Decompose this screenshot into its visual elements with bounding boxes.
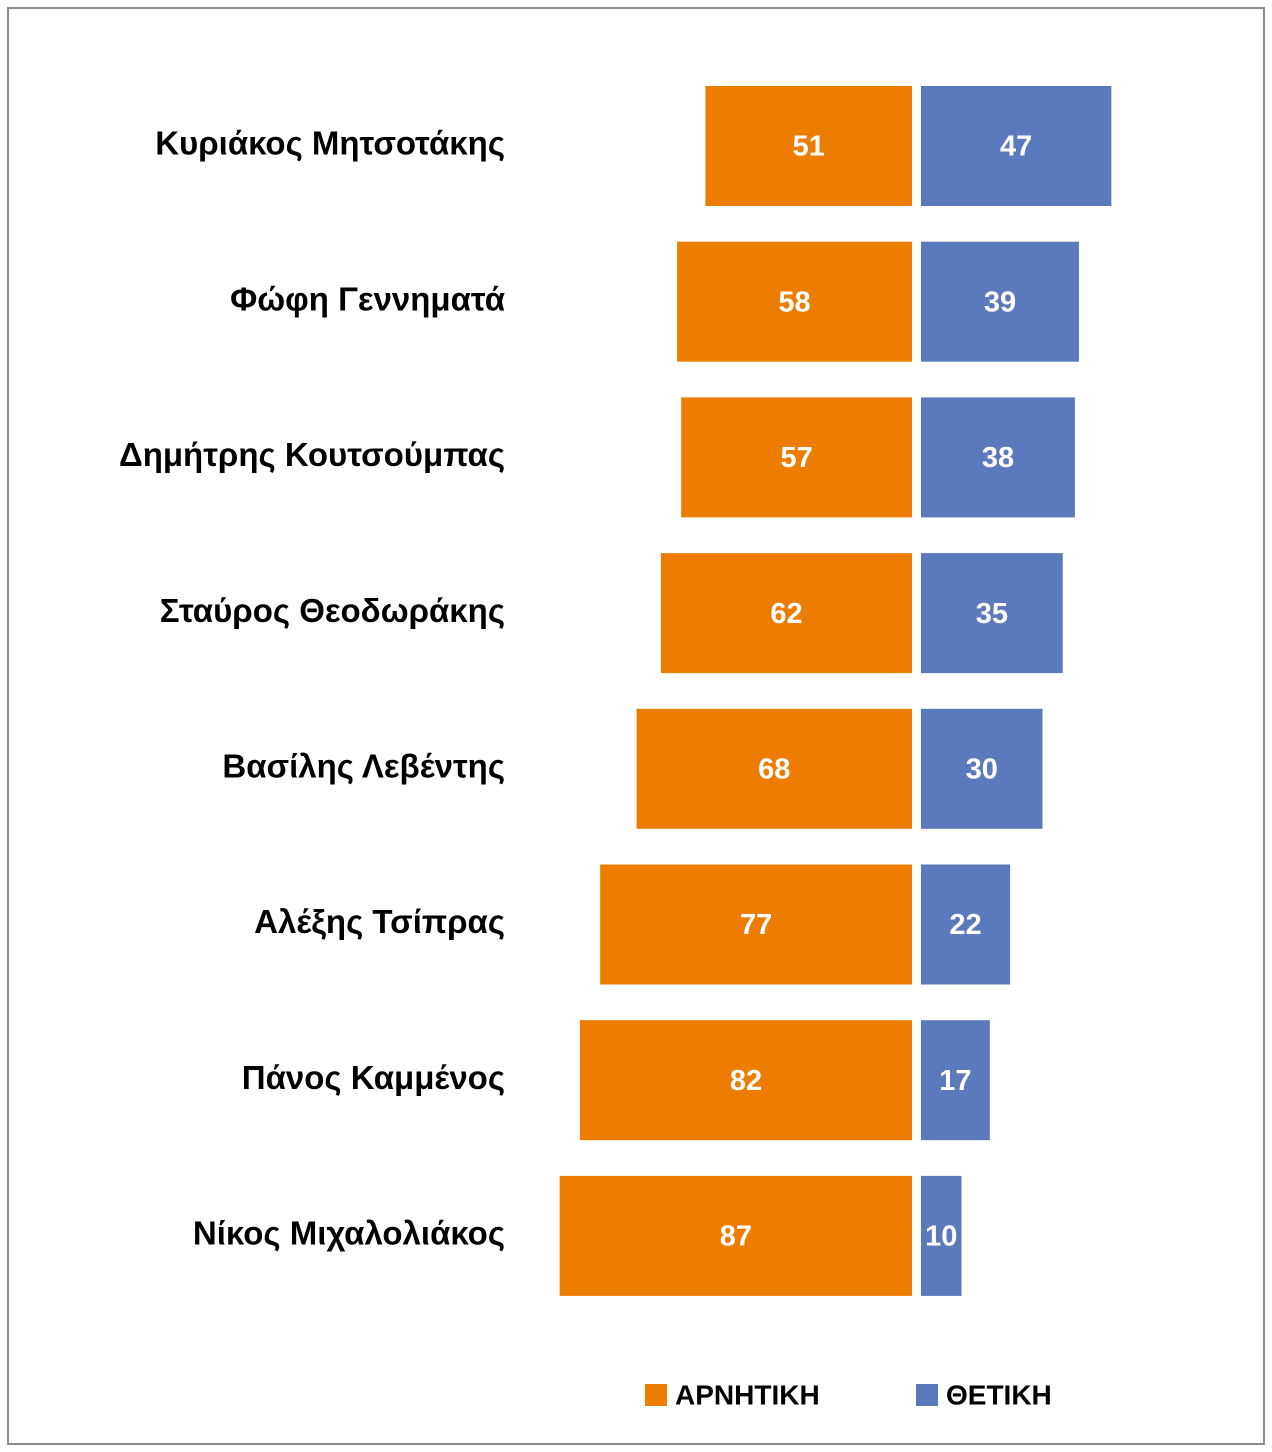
data-label: 62 xyxy=(770,598,802,630)
bar xyxy=(636,708,912,829)
legend-swatch xyxy=(916,1384,938,1406)
data-label: 10 xyxy=(925,1221,957,1253)
bar xyxy=(921,708,1043,829)
category-label: Πάνος Καμμένος xyxy=(242,1059,505,1096)
bar xyxy=(921,1020,990,1141)
category-label: Κυριάκος Μητσοτάκης xyxy=(155,125,505,162)
data-label: 47 xyxy=(1000,131,1032,163)
data-label: 82 xyxy=(730,1065,762,1097)
bar xyxy=(921,1175,962,1296)
data-label: 22 xyxy=(949,909,981,941)
category-label: Βασίλης Λεβέντης xyxy=(222,748,505,785)
bar xyxy=(681,397,912,518)
data-label: 38 xyxy=(982,442,1014,474)
category-label: Αλέξης Τσίπρας xyxy=(254,903,505,940)
data-label: 51 xyxy=(793,131,825,163)
legend-swatch xyxy=(645,1384,667,1406)
bar xyxy=(660,553,912,674)
data-label: 58 xyxy=(778,286,810,318)
bar xyxy=(579,1020,912,1141)
bar xyxy=(677,241,912,362)
bar xyxy=(921,553,1063,674)
data-label: 30 xyxy=(966,753,998,785)
data-label: 35 xyxy=(976,598,1008,630)
bar xyxy=(921,241,1079,362)
legend-label: ΘΕΤΙΚΗ xyxy=(946,1379,1052,1410)
data-label: 87 xyxy=(720,1221,752,1253)
data-label: 68 xyxy=(758,753,790,785)
bar xyxy=(921,397,1075,518)
bar xyxy=(705,86,912,206)
bar xyxy=(559,1175,912,1296)
category-label: Σταύρος Θεοδωράκης xyxy=(160,592,505,629)
bar xyxy=(921,864,1011,985)
legend-label: ΑΡΝΗΤΙΚΗ xyxy=(675,1379,820,1410)
bar xyxy=(921,86,1112,206)
bar xyxy=(600,864,912,985)
data-label: 39 xyxy=(984,286,1016,318)
category-label: Δημήτρης Κουτσούμπας xyxy=(119,436,505,473)
category-label: Νίκος Μιχαλολιάκος xyxy=(193,1215,505,1252)
data-label: 17 xyxy=(939,1065,971,1097)
data-label: 77 xyxy=(740,909,772,941)
data-label: 57 xyxy=(780,442,812,474)
category-label: Φώφη Γεννηματά xyxy=(230,280,505,317)
